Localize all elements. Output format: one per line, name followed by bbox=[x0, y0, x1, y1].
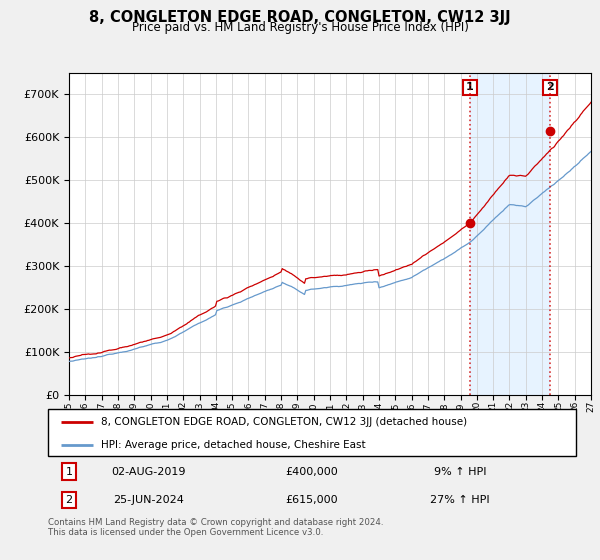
Text: 25-JUN-2024: 25-JUN-2024 bbox=[113, 495, 184, 505]
Text: 8, CONGLETON EDGE ROAD, CONGLETON, CW12 3JJ (detached house): 8, CONGLETON EDGE ROAD, CONGLETON, CW12 … bbox=[101, 417, 467, 427]
Text: 9% ↑ HPI: 9% ↑ HPI bbox=[434, 466, 486, 477]
Bar bbox=[470, 73, 550, 395]
Text: 02-AUG-2019: 02-AUG-2019 bbox=[111, 466, 185, 477]
Text: 2: 2 bbox=[65, 495, 73, 505]
Text: 2: 2 bbox=[546, 82, 554, 92]
Text: 27% ↑ HPI: 27% ↑ HPI bbox=[430, 495, 490, 505]
Text: Price paid vs. HM Land Registry's House Price Index (HPI): Price paid vs. HM Land Registry's House … bbox=[131, 21, 469, 34]
Text: £615,000: £615,000 bbox=[286, 495, 338, 505]
Text: HPI: Average price, detached house, Cheshire East: HPI: Average price, detached house, Ches… bbox=[101, 440, 365, 450]
Text: 1: 1 bbox=[466, 82, 474, 92]
Text: £400,000: £400,000 bbox=[286, 466, 338, 477]
Text: 1: 1 bbox=[65, 466, 73, 477]
Text: 8, CONGLETON EDGE ROAD, CONGLETON, CW12 3JJ: 8, CONGLETON EDGE ROAD, CONGLETON, CW12 … bbox=[89, 10, 511, 25]
Text: Contains HM Land Registry data © Crown copyright and database right 2024.
This d: Contains HM Land Registry data © Crown c… bbox=[48, 518, 383, 538]
FancyBboxPatch shape bbox=[48, 409, 576, 456]
